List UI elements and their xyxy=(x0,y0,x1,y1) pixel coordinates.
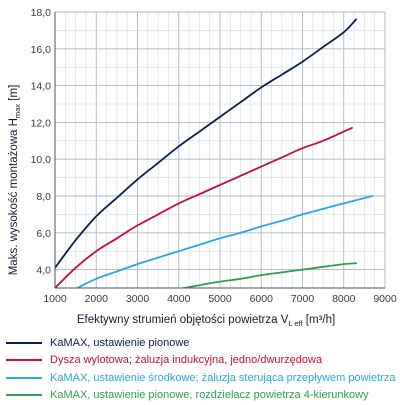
legend-label: Dysza wylotowa; żaluzja indukcyjna, jedn… xyxy=(50,354,323,367)
y-tick-label: 14,0 xyxy=(31,81,52,93)
x-tick-label: 3000 xyxy=(126,293,150,305)
x-tick-label: 9000 xyxy=(373,293,397,305)
legend-swatch xyxy=(6,394,42,397)
y-tick-label: 16,0 xyxy=(31,44,52,56)
x-tick-label: 8000 xyxy=(332,293,356,305)
legend-item: KaMAX, ustawienie pionowe, rozdzielacz p… xyxy=(6,387,396,405)
y-tick-label: 10,0 xyxy=(31,154,52,166)
legend-swatch xyxy=(6,376,42,379)
legend-item: KaMAX, ustawienie pionowe xyxy=(6,334,396,352)
series-line-3 xyxy=(75,195,374,288)
legend-label: KaMAX, ustawienie pionowe, rozdzielacz p… xyxy=(50,389,369,402)
axes xyxy=(54,12,385,289)
legend-swatch xyxy=(6,341,42,344)
y-tick-labels: 4,0 6,0 8,0 10,0 12,0 14,0 16,0 18,0 xyxy=(31,7,52,277)
x-axis-label-subscript: L eff xyxy=(288,319,303,328)
y-tick-label: 6,0 xyxy=(36,228,51,240)
x-axis-label: Efektywny strumień objętości powietrza V… xyxy=(77,314,335,328)
x-tick-label: 5000 xyxy=(208,293,232,305)
y-axis-label-unit: [m] xyxy=(8,85,20,104)
legend-item: KaMAX, ustawienie środkowe; żaluzja ster… xyxy=(6,369,396,387)
x-tick-label: 6000 xyxy=(250,293,274,305)
x-tick-label: 1000 xyxy=(43,293,67,305)
legend-item: Dysza wylotowa; żaluzja indukcyjna, jedn… xyxy=(6,352,396,370)
legend-swatch xyxy=(6,359,42,362)
y-tick-label: 4,0 xyxy=(36,265,51,277)
series-group xyxy=(55,18,374,288)
legend-label: KaMAX, ustawienie środkowe; żaluzja ster… xyxy=(50,371,396,384)
legend-label: KaMAX, ustawienie pionowe xyxy=(50,336,190,349)
legend: KaMAX, ustawienie pionowe Dysza wylotowa;… xyxy=(6,334,396,404)
series-line-4 xyxy=(178,262,357,288)
x-tick-label: 2000 xyxy=(85,293,109,305)
y-axis-label-subscript: max xyxy=(13,104,22,118)
series-line-2 xyxy=(55,127,353,288)
grid xyxy=(54,11,386,289)
x-tick-label: 7000 xyxy=(291,293,315,305)
x-tick-labels: 1000 2000 3000 4000 5000 6000 7000 8000 9000 xyxy=(43,293,397,305)
y-tick-label: 18,0 xyxy=(31,7,52,19)
y-tick-label: 12,0 xyxy=(31,117,52,129)
y-axis-label: Maks. wysokość montażowa Hmax [m] xyxy=(8,85,22,276)
y-tick-label: 8,0 xyxy=(36,191,51,203)
x-tick-label: 4000 xyxy=(167,293,191,305)
x-axis-label-unit: [m³/h] xyxy=(303,314,336,326)
series-line-1 xyxy=(55,18,357,269)
